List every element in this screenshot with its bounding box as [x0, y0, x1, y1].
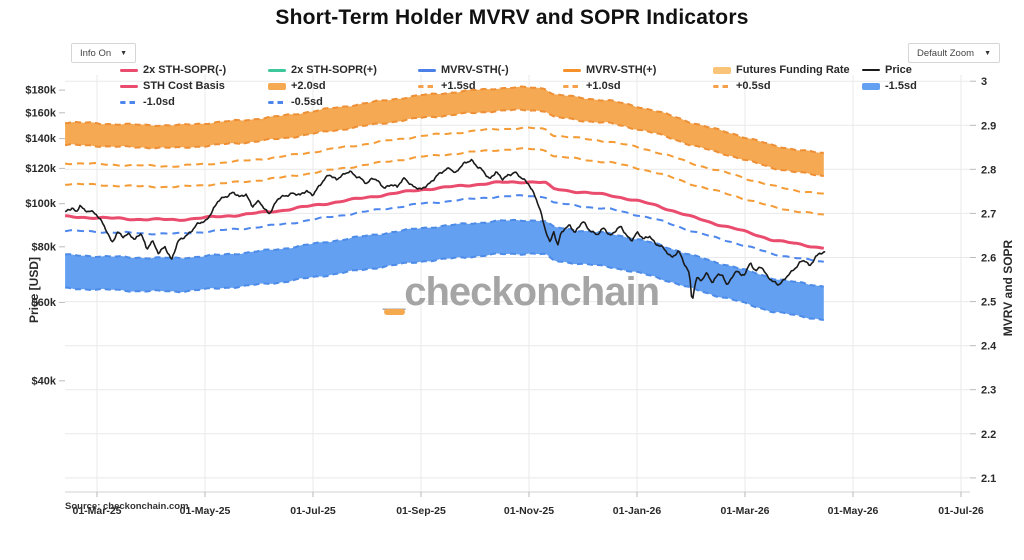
legend-label: -0.5sd — [291, 96, 323, 108]
y-right-tick-label: 2.7 — [981, 208, 996, 220]
legend-item[interactable]: +1.5sd — [418, 79, 476, 93]
zoom-dropdown[interactable]: Default Zoom ▼ — [908, 43, 1000, 63]
info-dropdown-label: Info On — [80, 47, 112, 59]
x-tick-label: 01-Mar-25 — [72, 505, 121, 517]
y-left-tick-label: $140k — [25, 133, 56, 145]
band-fill--1.5sd — [65, 219, 824, 320]
legend-marker-dash — [268, 100, 286, 104]
legend-item[interactable]: 2x STH-SOPR(+) — [268, 63, 377, 77]
x-tick-label: 01-Jan-26 — [613, 505, 662, 517]
info-dropdown[interactable]: Info On ▼ — [71, 43, 137, 63]
legend-label: +2.0sd — [291, 80, 326, 92]
sd-bands — [64, 85, 825, 321]
legend-item[interactable]: -1.5sd — [862, 79, 917, 93]
legend-label: MVRV-STH(+) — [586, 64, 657, 76]
legend-marker-line — [268, 68, 286, 72]
x-tick-label: 01-May-26 — [828, 505, 879, 517]
legend-label: Price — [885, 64, 912, 76]
legend-item[interactable]: 2x STH-SOPR(-) — [120, 63, 226, 77]
y-right-tick-label: 2.6 — [981, 253, 996, 265]
y-right-tick-label: 2.8 — [981, 164, 996, 176]
legend-item[interactable]: -1.0sd — [120, 95, 175, 109]
legend-marker-line — [563, 68, 581, 72]
x-tick-label: 01-May-25 — [180, 505, 231, 517]
chart-title: Short-Term Holder MVRV and SOPR Indicato… — [275, 6, 749, 29]
legend-item[interactable]: -0.5sd — [268, 95, 323, 109]
x-tick-label: 01-Sep-25 — [396, 505, 446, 517]
x-tick-label: 01-Jul-25 — [290, 505, 336, 517]
legend-item[interactable]: Futures Funding Rate — [713, 63, 850, 77]
band-edge--1.0sd — [65, 218, 825, 288]
legend-label: -1.5sd — [885, 80, 917, 92]
legend-label: +1.5sd — [441, 80, 476, 92]
legend-label: MVRV-STH(-) — [441, 64, 509, 76]
y-right-tick-label: 2.3 — [981, 385, 996, 397]
y-left-tick-label: $120k — [25, 163, 56, 175]
y-left-tick-label: $180k — [25, 85, 56, 97]
band-fill-+2.0sd — [65, 86, 824, 177]
legend-marker-dash — [563, 84, 581, 88]
legend-marker-line — [120, 68, 138, 72]
y-right-tick-label: 2.9 — [981, 120, 996, 132]
band-edge--1.5sd — [65, 252, 824, 321]
legend-marker-band — [862, 82, 880, 90]
legend-item[interactable]: MVRV-STH(+) — [563, 63, 656, 77]
legend-marker-band — [713, 66, 731, 74]
y-left-tick-label: $160k — [25, 107, 56, 119]
legend-label: Futures Funding Rate — [736, 64, 850, 76]
x-tick-label: 01-Nov-25 — [504, 505, 554, 517]
sth-cost-basis-line — [65, 180, 825, 250]
sd-line-+0.5sd — [65, 147, 824, 216]
legend-marker-line — [862, 69, 880, 71]
x-tick-label: 01-Mar-26 — [720, 505, 769, 517]
legend-item[interactable]: +2.0sd — [268, 79, 326, 93]
legend-label: -1.0sd — [143, 96, 175, 108]
legend-marker-band — [268, 82, 286, 90]
legend-marker-line — [418, 68, 436, 72]
watermark-accent-dash — [384, 309, 405, 315]
y-right-tick-label: 3 — [981, 76, 987, 88]
y-left-tick-label: $80k — [32, 241, 57, 253]
chevron-down-icon: ▼ — [120, 49, 128, 57]
y-right-axis-title: MVRV and SOPR — [1001, 239, 1015, 336]
source-credit: Source: checkonchain.com — [65, 501, 189, 512]
legend-label: 2x STH-SOPR(-) — [143, 64, 227, 76]
y-left-axis-title: Price [USD] — [27, 257, 41, 323]
band-edge-+2.0sd — [65, 85, 824, 154]
y-right-tick-label: 2.1 — [981, 473, 996, 485]
legend-label: +0.5sd — [736, 80, 771, 92]
y-right-tick-label: 2.2 — [981, 429, 996, 441]
legend-marker-dash — [713, 84, 731, 88]
zoom-dropdown-label: Default Zoom — [917, 47, 975, 59]
band-edge-+1.5sd — [64, 108, 825, 178]
legend-marker-dash — [418, 84, 436, 88]
axes: 01-Mar-25 01-May-25 01-Jul-25 01-Sep-25 01-N… — [25, 76, 1015, 517]
y-right-tick-label: 2.5 — [981, 297, 996, 309]
y-left-tick-label: $60k — [32, 297, 57, 309]
legend-item[interactable]: Price — [862, 63, 912, 77]
y-left-tick-label: $40k — [32, 375, 57, 387]
legend-item[interactable]: STH Cost Basis — [120, 79, 225, 93]
y-right-tick-label: 2.4 — [981, 341, 997, 353]
chevron-down-icon: ▼ — [984, 49, 991, 57]
legend-item[interactable]: +1.0sd — [563, 79, 621, 93]
legend-label: 2x STH-SOPR(+) — [291, 64, 377, 76]
legend-marker-line — [120, 84, 138, 88]
legend-label: STH Cost Basis — [143, 80, 225, 92]
x-tick-label: 01-Jul-26 — [938, 505, 984, 517]
legend-item[interactable]: +0.5sd — [713, 79, 771, 93]
legend: 2x STH-SOPR(-) 2x STH-SOPR(+) MVRV-STH(-) M… — [0, 0, 1024, 112]
y-left-tick-label: $100k — [25, 198, 56, 210]
legend-marker-dash — [120, 100, 138, 104]
price-line — [64, 158, 826, 299]
legend-item[interactable]: MVRV-STH(-) — [418, 63, 509, 77]
legend-label: +1.0sd — [586, 80, 621, 92]
